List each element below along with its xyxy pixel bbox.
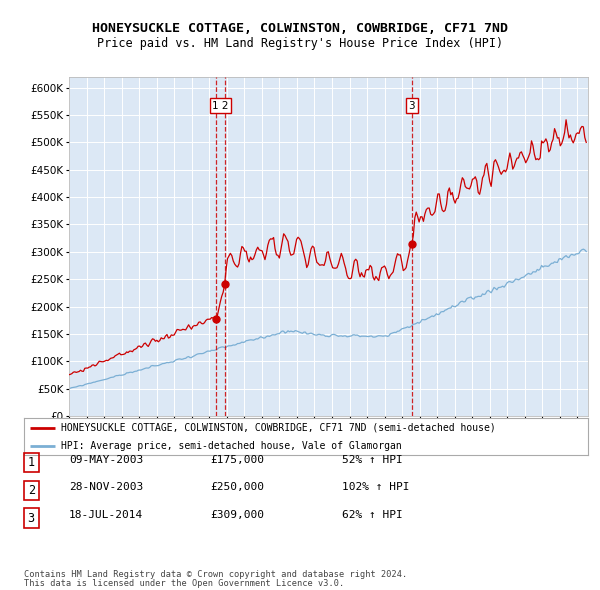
Text: 102% ↑ HPI: 102% ↑ HPI (342, 483, 409, 492)
Text: HONEYSUCKLE COTTAGE, COLWINSTON, COWBRIDGE, CF71 7ND: HONEYSUCKLE COTTAGE, COLWINSTON, COWBRID… (92, 22, 508, 35)
Text: £309,000: £309,000 (210, 510, 264, 520)
Text: 1: 1 (28, 456, 35, 469)
Text: £175,000: £175,000 (210, 455, 264, 464)
Text: £250,000: £250,000 (210, 483, 264, 492)
Text: Contains HM Land Registry data © Crown copyright and database right 2024.: Contains HM Land Registry data © Crown c… (24, 570, 407, 579)
Text: 52% ↑ HPI: 52% ↑ HPI (342, 455, 403, 464)
Text: 3: 3 (408, 100, 415, 110)
Text: 62% ↑ HPI: 62% ↑ HPI (342, 510, 403, 520)
Text: This data is licensed under the Open Government Licence v3.0.: This data is licensed under the Open Gov… (24, 579, 344, 588)
Text: 2: 2 (28, 484, 35, 497)
Text: HPI: Average price, semi-detached house, Vale of Glamorgan: HPI: Average price, semi-detached house,… (61, 441, 401, 451)
Text: 18-JUL-2014: 18-JUL-2014 (69, 510, 143, 520)
Text: 1 2: 1 2 (212, 100, 229, 110)
Text: 28-NOV-2003: 28-NOV-2003 (69, 483, 143, 492)
Text: HONEYSUCKLE COTTAGE, COLWINSTON, COWBRIDGE, CF71 7ND (semi-detached house): HONEYSUCKLE COTTAGE, COLWINSTON, COWBRID… (61, 422, 496, 432)
Text: 09-MAY-2003: 09-MAY-2003 (69, 455, 143, 464)
Text: 3: 3 (28, 512, 35, 525)
Text: Price paid vs. HM Land Registry's House Price Index (HPI): Price paid vs. HM Land Registry's House … (97, 37, 503, 50)
